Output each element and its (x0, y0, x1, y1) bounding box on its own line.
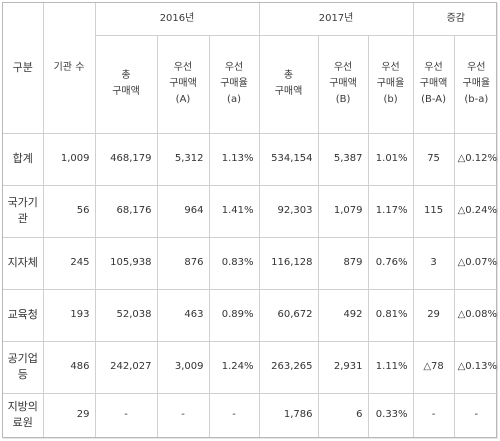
cell-total-2017: 92,303 (258, 184, 319, 238)
cell-org-count: 56 (42, 184, 96, 238)
cell-total-2017: 60,672 (258, 288, 319, 342)
cell-amount-2016: 964 (156, 184, 210, 238)
header-row-columns: 총 구매액 우선 구매액 (A) 우선 구매율 (a) 총 구매액 우선 구매액… (3, 34, 499, 134)
header-priority-rate-a: 우선 구매율 (a) (208, 34, 260, 134)
cell-total-2016: 105,938 (94, 236, 158, 290)
header-total-purchase-2016: 총 구매액 (94, 34, 158, 134)
cell-rate-2017: 0.81% (367, 288, 414, 342)
cell-rate-diff: △0.12%p (453, 132, 499, 186)
cell-amount-2016: 876 (156, 236, 210, 290)
table-row: 교육청 193 52,038 463 0.89% 60,672 492 0.81… (3, 288, 499, 342)
cell-amount-diff: 29 (412, 288, 455, 342)
row-label: 교육청 (3, 288, 44, 342)
cell-amount-diff: △78 (412, 340, 455, 394)
cell-amount-2017: 5,387 (317, 132, 369, 186)
cell-total-2017: 116,128 (258, 236, 319, 290)
header-year-2017: 2017년 (258, 3, 414, 36)
header-year-2016: 2016년 (94, 3, 260, 36)
cell-rate-2016: 0.89% (208, 288, 260, 342)
table-row: 지방의 료원 29 - - - 1,786 6 0.33% - - (3, 392, 499, 437)
cell-total-2016: - (94, 392, 158, 437)
cell-total-2017: 263,265 (258, 340, 319, 394)
cell-rate-diff: △0.24%p (453, 184, 499, 238)
cell-total-2016: 242,027 (94, 340, 158, 394)
table-row: 지자체 245 105,938 876 0.83% 116,128 879 0.… (3, 236, 499, 290)
cell-amount-diff: 115 (412, 184, 455, 238)
cell-rate-2016: 1.24% (208, 340, 260, 394)
cell-rate-2016: - (208, 392, 260, 437)
header-priority-rate-b: 우선 구매율 (b) (367, 34, 414, 134)
table-row: 공기업 등 486 242,027 3,009 1.24% 263,265 2,… (3, 340, 499, 394)
cell-amount-diff: - (412, 392, 455, 437)
row-label: 합계 (3, 132, 44, 186)
header-priority-amount-b: 우선 구매액 (B) (317, 34, 369, 134)
cell-rate-diff: △0.13%p (453, 340, 499, 394)
cell-rate-2017: 1.17% (367, 184, 414, 238)
cell-amount-diff: 75 (412, 132, 455, 186)
cell-total-2016: 52,038 (94, 288, 158, 342)
cell-rate-diff: △0.08%p (453, 288, 499, 342)
row-label: 국가기 관 (3, 184, 44, 238)
cell-rate-diff: - (453, 392, 499, 437)
header-change: 증감 (412, 3, 499, 36)
cell-total-2016: 68,176 (94, 184, 158, 238)
cell-org-count: 1,009 (42, 132, 96, 186)
header-total-purchase-2017: 총 구매액 (258, 34, 319, 134)
row-label: 공기업 등 (3, 340, 44, 394)
cell-rate-2017: 1.01% (367, 132, 414, 186)
cell-rate-2017: 0.76% (367, 236, 414, 290)
table-row: 국가기 관 56 68,176 964 1.41% 92,303 1,079 1… (3, 184, 499, 238)
cell-rate-2016: 0.83% (208, 236, 260, 290)
cell-amount-2017: 879 (317, 236, 369, 290)
priority-purchase-table: 구분 기관 수 2016년 2017년 증감 총 구매액 우선 구매액 (A) … (3, 3, 499, 437)
table-row: 합계 1,009 468,179 5,312 1.13% 534,154 5,3… (3, 132, 499, 186)
cell-amount-2016: 5,312 (156, 132, 210, 186)
cell-rate-2017: 1.11% (367, 340, 414, 394)
cell-amount-2017: 492 (317, 288, 369, 342)
cell-amount-2017: 6 (317, 392, 369, 437)
cell-org-count: 29 (42, 392, 96, 437)
cell-org-count: 486 (42, 340, 96, 394)
cell-org-count: 193 (42, 288, 96, 342)
cell-amount-2017: 1,079 (317, 184, 369, 238)
header-category: 구분 (3, 3, 44, 134)
cell-amount-2016: 3,009 (156, 340, 210, 394)
cell-amount-2016: 463 (156, 288, 210, 342)
cell-total-2016: 468,179 (94, 132, 158, 186)
cell-rate-2016: 1.13% (208, 132, 260, 186)
cell-amount-diff: 3 (412, 236, 455, 290)
header-priority-amount-a: 우선 구매액 (A) (156, 34, 210, 134)
row-label: 지방의 료원 (3, 392, 44, 437)
cell-total-2017: 1,786 (258, 392, 319, 437)
cell-total-2017: 534,154 (258, 132, 319, 186)
header-org-count: 기관 수 (42, 3, 96, 134)
cell-rate-diff: △0.07%p (453, 236, 499, 290)
cell-org-count: 245 (42, 236, 96, 290)
row-label: 지자체 (3, 236, 44, 290)
cell-rate-2017: 0.33% (367, 392, 414, 437)
header-row-years: 구분 기관 수 2016년 2017년 증감 (3, 3, 499, 134)
header-priority-amount-diff: 우선 구매액 (B-A) (412, 34, 455, 134)
cell-amount-2017: 2,931 (317, 340, 369, 394)
cell-amount-2016: - (156, 392, 210, 437)
cell-rate-2016: 1.41% (208, 184, 260, 238)
header-priority-rate-diff: 우선 구매율 (b-a) (453, 34, 499, 134)
